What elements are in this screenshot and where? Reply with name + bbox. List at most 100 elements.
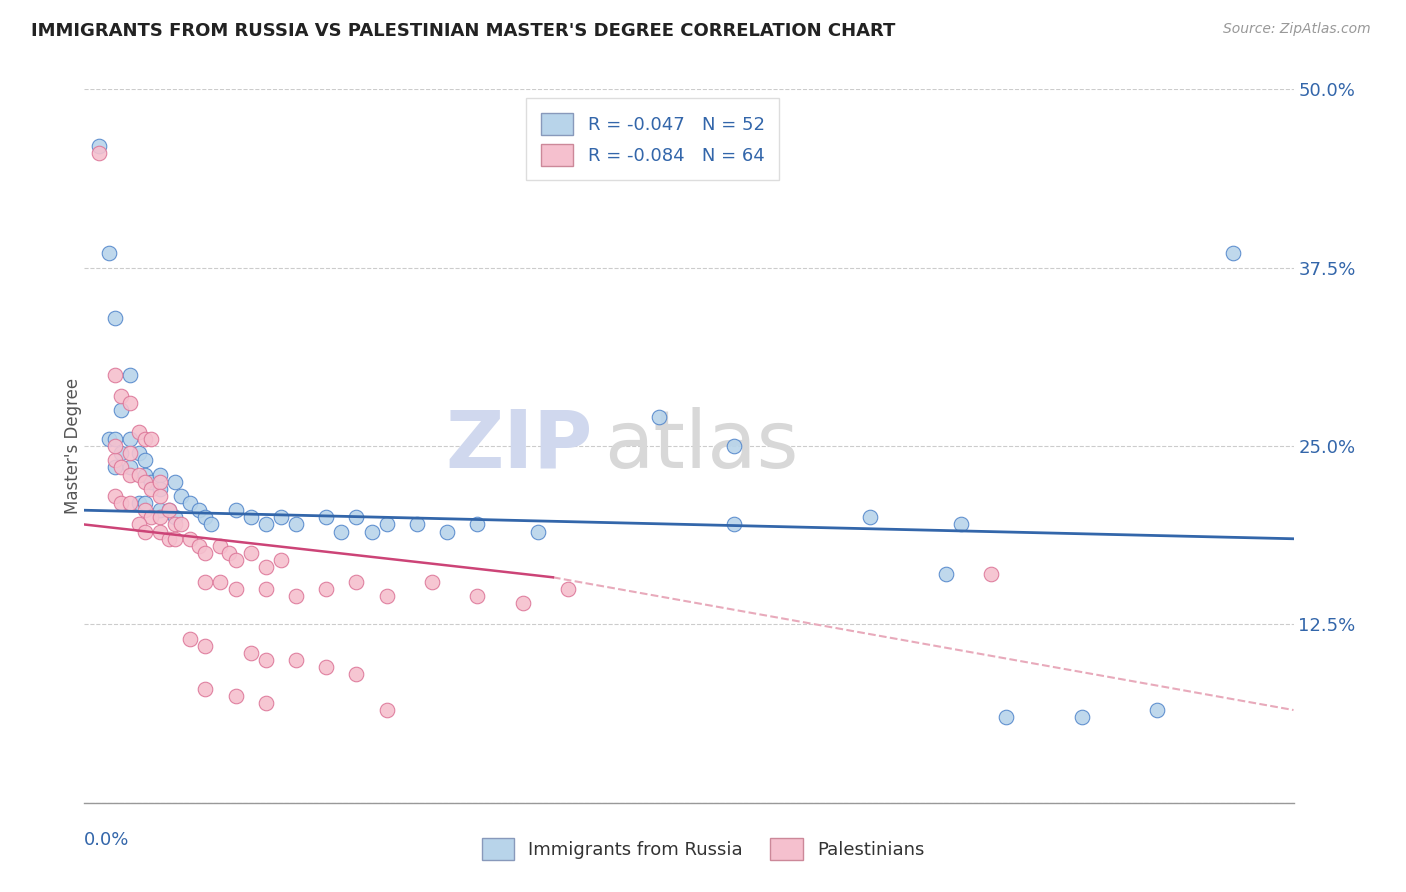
Point bbox=[104, 368, 127, 382]
Point bbox=[194, 639, 217, 653]
Point bbox=[139, 510, 162, 524]
Point bbox=[157, 532, 180, 546]
Point bbox=[97, 432, 120, 446]
Point bbox=[527, 524, 550, 539]
Point bbox=[420, 574, 443, 589]
Point bbox=[1222, 246, 1244, 260]
Point bbox=[254, 560, 277, 574]
Point bbox=[165, 475, 187, 489]
Point bbox=[346, 510, 368, 524]
Point bbox=[346, 667, 368, 681]
Point bbox=[97, 246, 120, 260]
Point bbox=[436, 524, 458, 539]
Point bbox=[170, 517, 193, 532]
Point bbox=[104, 310, 127, 325]
Point bbox=[134, 496, 156, 510]
Point bbox=[134, 432, 156, 446]
Point bbox=[194, 546, 217, 560]
Legend: Immigrants from Russia, Palestinians: Immigrants from Russia, Palestinians bbox=[467, 823, 939, 874]
Text: 0.0%: 0.0% bbox=[84, 831, 129, 849]
Point bbox=[194, 681, 217, 696]
Point bbox=[134, 524, 156, 539]
Point bbox=[110, 460, 132, 475]
Point bbox=[270, 510, 292, 524]
Point bbox=[118, 446, 141, 460]
Point bbox=[128, 425, 150, 439]
Point bbox=[149, 489, 172, 503]
Point bbox=[285, 653, 308, 667]
Point bbox=[149, 524, 172, 539]
Point bbox=[723, 439, 745, 453]
Point bbox=[179, 532, 201, 546]
Point bbox=[157, 503, 180, 517]
Text: ZIP: ZIP bbox=[444, 407, 592, 485]
Point bbox=[110, 389, 132, 403]
Point bbox=[950, 517, 973, 532]
Point bbox=[1071, 710, 1094, 724]
Point bbox=[118, 467, 141, 482]
Point bbox=[330, 524, 353, 539]
Point bbox=[139, 475, 162, 489]
Point bbox=[225, 503, 247, 517]
Text: IMMIGRANTS FROM RUSSIA VS PALESTINIAN MASTER'S DEGREE CORRELATION CHART: IMMIGRANTS FROM RUSSIA VS PALESTINIAN MA… bbox=[31, 22, 896, 40]
Point bbox=[360, 524, 382, 539]
Point bbox=[104, 432, 127, 446]
Point bbox=[512, 596, 534, 610]
Point bbox=[995, 710, 1018, 724]
Point bbox=[188, 503, 211, 517]
Point bbox=[165, 517, 187, 532]
Point bbox=[225, 689, 247, 703]
Point bbox=[149, 503, 172, 517]
Point bbox=[118, 368, 141, 382]
Point bbox=[134, 453, 156, 467]
Point bbox=[723, 517, 745, 532]
Point bbox=[104, 460, 127, 475]
Y-axis label: Master's Degree: Master's Degree bbox=[65, 378, 82, 514]
Text: Source: ZipAtlas.com: Source: ZipAtlas.com bbox=[1223, 22, 1371, 37]
Point bbox=[110, 403, 132, 417]
Point bbox=[270, 553, 292, 567]
Point bbox=[128, 446, 150, 460]
Point bbox=[254, 582, 277, 596]
Point bbox=[346, 574, 368, 589]
Point bbox=[157, 503, 180, 517]
Point bbox=[194, 574, 217, 589]
Point bbox=[285, 517, 308, 532]
Point bbox=[225, 553, 247, 567]
Point bbox=[239, 510, 262, 524]
Point bbox=[315, 582, 337, 596]
Point bbox=[89, 146, 111, 161]
Point bbox=[165, 532, 187, 546]
Point bbox=[980, 567, 1002, 582]
Point bbox=[239, 646, 262, 660]
Point bbox=[104, 453, 127, 467]
Point bbox=[254, 653, 277, 667]
Point bbox=[467, 517, 489, 532]
Point bbox=[648, 410, 671, 425]
Point bbox=[170, 489, 193, 503]
Point bbox=[225, 582, 247, 596]
Point bbox=[134, 467, 156, 482]
Point bbox=[239, 546, 262, 560]
Point bbox=[128, 496, 150, 510]
Point bbox=[209, 574, 232, 589]
Point bbox=[110, 446, 132, 460]
Point bbox=[128, 467, 150, 482]
Point bbox=[104, 489, 127, 503]
Point bbox=[165, 510, 187, 524]
Point bbox=[149, 467, 172, 482]
Point bbox=[179, 632, 201, 646]
Point bbox=[134, 475, 156, 489]
Point bbox=[179, 496, 201, 510]
Point bbox=[375, 703, 398, 717]
Point bbox=[118, 460, 141, 475]
Legend: R = -0.047   N = 52, R = -0.084   N = 64: R = -0.047 N = 52, R = -0.084 N = 64 bbox=[526, 98, 779, 180]
Point bbox=[139, 482, 162, 496]
Point bbox=[134, 503, 156, 517]
Point bbox=[139, 432, 162, 446]
Point bbox=[315, 660, 337, 674]
Point bbox=[118, 496, 141, 510]
Point bbox=[200, 517, 222, 532]
Point bbox=[104, 439, 127, 453]
Point bbox=[406, 517, 429, 532]
